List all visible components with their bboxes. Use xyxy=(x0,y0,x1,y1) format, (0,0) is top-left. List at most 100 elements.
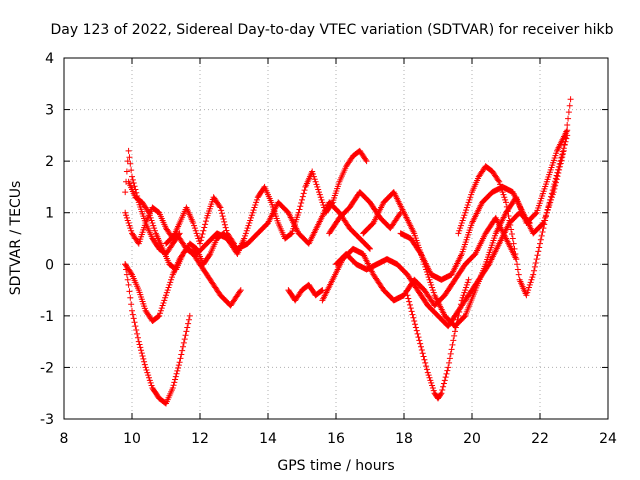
data-point xyxy=(457,225,464,232)
data-point xyxy=(176,359,183,366)
data-point xyxy=(136,341,143,348)
data-point xyxy=(511,245,518,252)
data-point xyxy=(134,330,141,337)
data-point xyxy=(299,193,306,200)
data-point xyxy=(123,212,130,219)
data-point xyxy=(175,365,182,372)
data-point xyxy=(445,364,452,371)
data-point xyxy=(218,210,225,217)
data-point xyxy=(504,208,511,215)
data-point xyxy=(301,187,308,194)
data-point xyxy=(564,132,571,139)
data-point xyxy=(125,220,132,227)
x-tick-label: 18 xyxy=(395,431,413,447)
data-point xyxy=(406,298,413,305)
data-point xyxy=(430,289,437,296)
data-point xyxy=(160,299,167,306)
data-point xyxy=(456,308,463,315)
data-point xyxy=(526,281,533,288)
series-track xyxy=(122,194,237,247)
data-point xyxy=(425,372,432,379)
data-point xyxy=(193,230,200,237)
y-tick-label: 4 xyxy=(45,51,54,67)
data-point xyxy=(556,161,563,168)
data-point xyxy=(183,328,190,335)
data-point xyxy=(412,321,419,328)
data-point xyxy=(237,287,244,294)
data-point xyxy=(500,191,507,198)
data-point xyxy=(199,230,206,237)
data-point xyxy=(198,234,205,241)
data-point xyxy=(454,316,461,323)
data-point xyxy=(201,224,208,231)
data-point xyxy=(514,266,521,273)
data-point xyxy=(248,212,255,219)
data-point xyxy=(217,204,224,211)
data-point xyxy=(367,245,373,252)
data-point xyxy=(565,115,572,122)
data-point xyxy=(151,225,158,232)
data-point xyxy=(417,340,424,347)
data-point xyxy=(513,256,520,263)
data-point xyxy=(253,199,260,206)
data-point xyxy=(563,135,570,142)
data-point xyxy=(149,220,156,227)
data-point xyxy=(440,380,447,387)
data-point xyxy=(135,338,142,345)
data-point xyxy=(424,369,431,376)
data-point xyxy=(553,172,560,179)
data-point xyxy=(250,207,257,214)
x-tick-label: 16 xyxy=(327,431,345,447)
series-track xyxy=(319,214,520,309)
data-point xyxy=(459,294,466,301)
data-point xyxy=(216,203,223,210)
data-point xyxy=(562,138,569,145)
data-point xyxy=(508,226,515,233)
data-point xyxy=(529,274,536,281)
data-point xyxy=(425,274,432,281)
data-point xyxy=(125,281,132,288)
data-point xyxy=(132,323,139,330)
data-point xyxy=(124,276,131,283)
data-point xyxy=(552,178,559,185)
data-point xyxy=(544,206,551,213)
data-point xyxy=(124,217,131,224)
data-point xyxy=(426,374,433,381)
data-point xyxy=(420,353,427,360)
data-point xyxy=(319,199,326,206)
data-point xyxy=(405,295,412,302)
data-point xyxy=(440,383,447,390)
data-point xyxy=(509,235,516,242)
data-point xyxy=(461,289,468,296)
data-point xyxy=(452,324,459,331)
data-point xyxy=(248,214,254,221)
data-point xyxy=(129,173,135,180)
data-point xyxy=(468,191,475,198)
data-point xyxy=(130,180,137,187)
data-point xyxy=(180,343,186,350)
data-point xyxy=(532,259,539,266)
data-point xyxy=(142,364,149,371)
plot-frame xyxy=(63,57,609,420)
x-tick-label: 22 xyxy=(531,431,549,447)
data-point xyxy=(561,142,568,149)
data-point xyxy=(138,347,145,354)
data-point xyxy=(537,240,543,247)
data-point xyxy=(311,176,318,183)
data-point xyxy=(253,196,260,203)
data-point xyxy=(429,287,436,294)
data-point xyxy=(179,347,186,354)
data-point xyxy=(128,301,135,308)
data-point xyxy=(177,355,184,362)
data-point xyxy=(458,297,465,304)
data-point xyxy=(547,196,554,203)
series-track xyxy=(455,132,571,299)
data-point xyxy=(566,102,573,109)
data-point xyxy=(134,334,141,341)
data-point xyxy=(202,221,209,228)
data-point xyxy=(543,209,550,216)
data-point xyxy=(501,194,508,201)
data-point xyxy=(460,292,467,299)
data-point xyxy=(220,216,227,223)
data-point xyxy=(418,343,424,350)
